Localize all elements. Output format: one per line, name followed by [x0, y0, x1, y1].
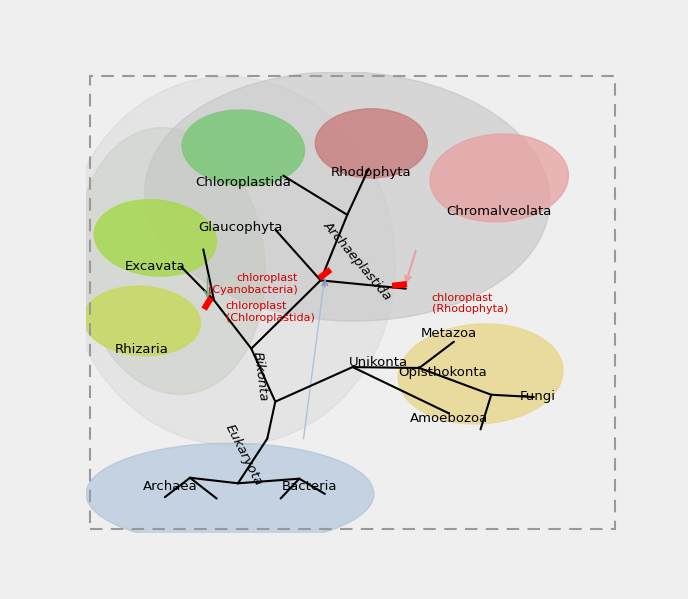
- Text: chloroplast
(Cyanobacteria): chloroplast (Cyanobacteria): [208, 273, 298, 295]
- Ellipse shape: [65, 77, 396, 446]
- Text: Excavata: Excavata: [125, 260, 186, 273]
- Text: Archaea: Archaea: [143, 480, 197, 494]
- Text: Eukaryota: Eukaryota: [222, 422, 264, 488]
- Ellipse shape: [83, 286, 200, 356]
- Ellipse shape: [398, 324, 563, 424]
- Ellipse shape: [430, 134, 568, 222]
- Ellipse shape: [182, 110, 305, 186]
- Ellipse shape: [144, 72, 550, 321]
- Text: Archaeplastida: Archaeplastida: [321, 219, 395, 303]
- Text: Chloroplastida: Chloroplastida: [195, 176, 291, 189]
- Ellipse shape: [315, 109, 427, 178]
- Ellipse shape: [77, 128, 266, 394]
- Text: Fungi: Fungi: [520, 390, 556, 403]
- Text: Amoebozoa: Amoebozoa: [409, 412, 488, 425]
- Text: chloroplast
(Rhodophyta): chloroplast (Rhodophyta): [431, 293, 508, 314]
- Text: Rhodophyta: Rhodophyta: [331, 166, 411, 179]
- Text: Chromalveolata: Chromalveolata: [447, 205, 552, 217]
- Text: Bikonta: Bikonta: [251, 350, 270, 402]
- Text: chloroplast
(Chloroplastida): chloroplast (Chloroplastida): [226, 301, 314, 322]
- Ellipse shape: [94, 199, 216, 276]
- Text: Opisthokonta: Opisthokonta: [398, 366, 486, 379]
- Text: Rhizaria: Rhizaria: [115, 343, 169, 356]
- Text: Glaucophyta: Glaucophyta: [198, 221, 283, 234]
- Text: Bacteria: Bacteria: [282, 480, 338, 494]
- Text: Metazoa: Metazoa: [420, 328, 477, 340]
- Ellipse shape: [86, 443, 374, 544]
- Text: Unikonta: Unikonta: [349, 356, 408, 369]
